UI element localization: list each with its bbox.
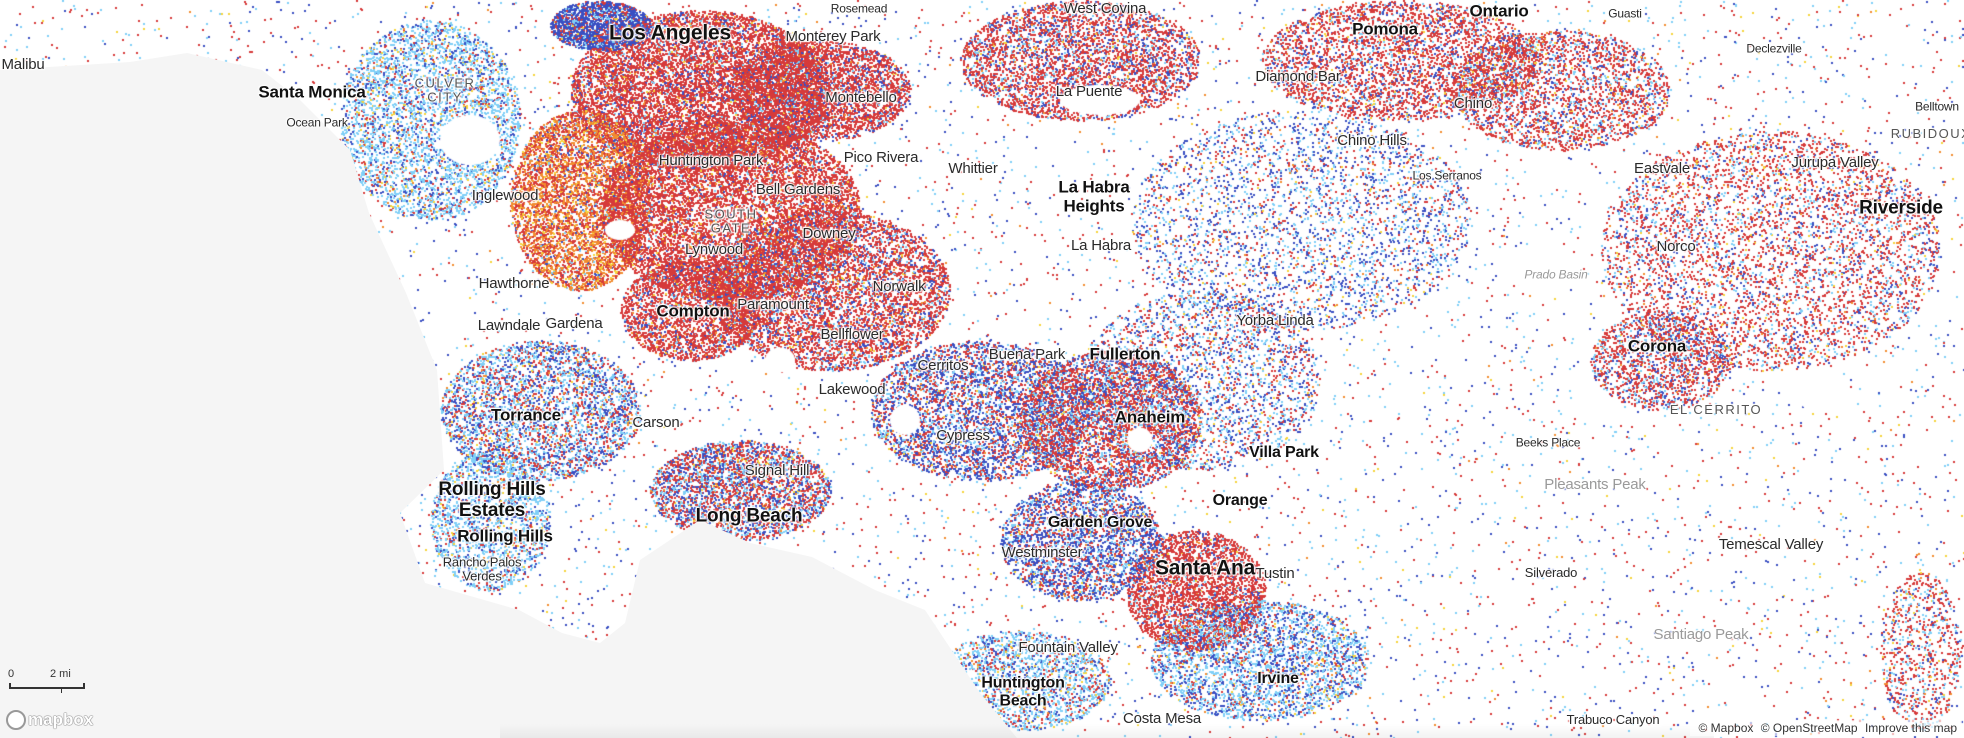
place-label: Prado Basin <box>1524 267 1588 282</box>
place-label: Rosemead <box>830 1 888 16</box>
place-label: Anaheim <box>1114 407 1186 427</box>
place-label: Huntington Park <box>658 151 764 169</box>
place-label: SOUTH GATE <box>704 206 758 236</box>
place-label: Chino Hills <box>1337 131 1407 149</box>
place-label: Buena Park <box>988 345 1066 363</box>
place-label: Downey <box>802 224 856 242</box>
place-label: Torrance <box>491 405 561 425</box>
place-label: Paramount <box>737 295 809 313</box>
place-label: Riverside <box>1859 197 1943 219</box>
mapbox-logo-icon <box>6 710 26 730</box>
place-label: Ontario <box>1469 1 1529 21</box>
place-label: Carson <box>632 413 680 431</box>
place-label: Cypress <box>936 426 990 444</box>
place-label: Silverado <box>1524 564 1578 580</box>
place-label: Monterey Park <box>785 27 881 45</box>
place-label: RUBIDOUX <box>1890 125 1964 141</box>
place-label: Belltown <box>1915 99 1959 114</box>
place-label: Irvine <box>1257 670 1299 688</box>
mapbox-logo-text: mapbox <box>28 710 94 729</box>
scale-bar-tick <box>61 688 62 693</box>
place-label: Declezville <box>1746 41 1802 56</box>
place-label: Guasti <box>1608 6 1642 21</box>
pacific-ocean <box>0 53 1017 738</box>
place-label: Lawndale <box>477 316 541 334</box>
place-label: Yorba Linda <box>1236 311 1314 329</box>
place-label: Norco <box>1656 237 1696 255</box>
place-label: Bellflower <box>820 325 884 343</box>
place-label: Trabuco Canyon <box>1566 711 1660 727</box>
place-label: Long Beach <box>695 505 803 527</box>
place-label: Cerritos <box>917 356 969 374</box>
place-label: West Covina <box>1063 0 1147 17</box>
place-label: Lakewood <box>818 380 886 398</box>
place-label: Compton <box>656 301 730 321</box>
place-label: CULVER CITY <box>414 75 476 105</box>
place-label: Chino <box>1453 94 1493 112</box>
place-label: Hawthorne <box>478 274 550 292</box>
map-attribution: © Mapbox © OpenStreetMap Improve this ma… <box>1689 720 1962 736</box>
place-label: Signal Hill <box>744 461 810 479</box>
scale-distance-label: 2 mi <box>50 668 71 680</box>
place-label: Santa Ana <box>1154 556 1256 580</box>
place-label: Tustin <box>1255 564 1295 582</box>
place-label: Gardena <box>545 314 603 332</box>
place-label: Temescal Valley <box>1718 535 1824 553</box>
place-label: Malibu <box>1 55 45 73</box>
place-label: Westminster <box>1001 543 1083 561</box>
mapbox-logo[interactable]: mapbox <box>6 710 93 730</box>
place-label: La Habra <box>1070 236 1132 254</box>
attribution-osm-link[interactable]: © OpenStreetMap <box>1760 721 1858 735</box>
place-label: Pico Rivera <box>843 148 919 166</box>
bottom-shade <box>500 724 1714 738</box>
place-label: Costa Mesa <box>1122 709 1202 727</box>
place-label: Eastvale <box>1634 159 1690 177</box>
place-label: Rancho Palos Verdes <box>442 554 522 584</box>
place-label: Villa Park <box>1249 444 1319 462</box>
place-label: Fountain Valley <box>1018 638 1118 656</box>
attribution-mapbox-link[interactable]: © Mapbox <box>1698 721 1754 735</box>
place-label: Diamond Bar <box>1255 67 1341 85</box>
place-label: Los Angeles <box>609 21 731 45</box>
place-label: Santa Monica <box>258 82 366 102</box>
place-label: Jurupa Valley <box>1791 153 1879 171</box>
place-label: Bell Gardens <box>755 180 841 198</box>
place-label: EL CERRITO <box>1669 401 1763 417</box>
place-label: Norwalk <box>872 277 926 295</box>
scale-bar: 0 2 mi <box>8 668 88 694</box>
place-label: Huntington Beach <box>981 674 1065 709</box>
place-label: La Habra Heights <box>1058 177 1130 215</box>
place-label: Fullerton <box>1089 344 1161 364</box>
place-label: Santiago Peak <box>1653 625 1749 643</box>
place-label: Pomona <box>1352 19 1418 39</box>
place-label: Inglewood <box>471 186 539 204</box>
place-label: Rolling Hills <box>457 526 553 546</box>
place-label: Garden Grove <box>1047 514 1153 532</box>
place-label: Los Serranos <box>1412 168 1482 183</box>
place-label: Corona <box>1627 336 1687 356</box>
scale-zero-label: 0 <box>8 668 15 680</box>
improve-map-link[interactable]: Improve this map <box>1864 721 1957 735</box>
place-label: La Puente <box>1055 82 1123 100</box>
place-label: Orange <box>1212 492 1268 510</box>
place-label: Rolling Hills Estates <box>438 479 546 521</box>
place-label: Beeks Place <box>1515 435 1581 450</box>
place-label: Lynwood <box>684 240 744 258</box>
place-label: Ocean Park <box>286 115 348 130</box>
place-label: Whittier <box>948 159 998 177</box>
place-label: Pleasants Peak <box>1544 475 1646 493</box>
scale-bar-line <box>9 683 85 689</box>
place-label: Montebello <box>825 88 897 106</box>
